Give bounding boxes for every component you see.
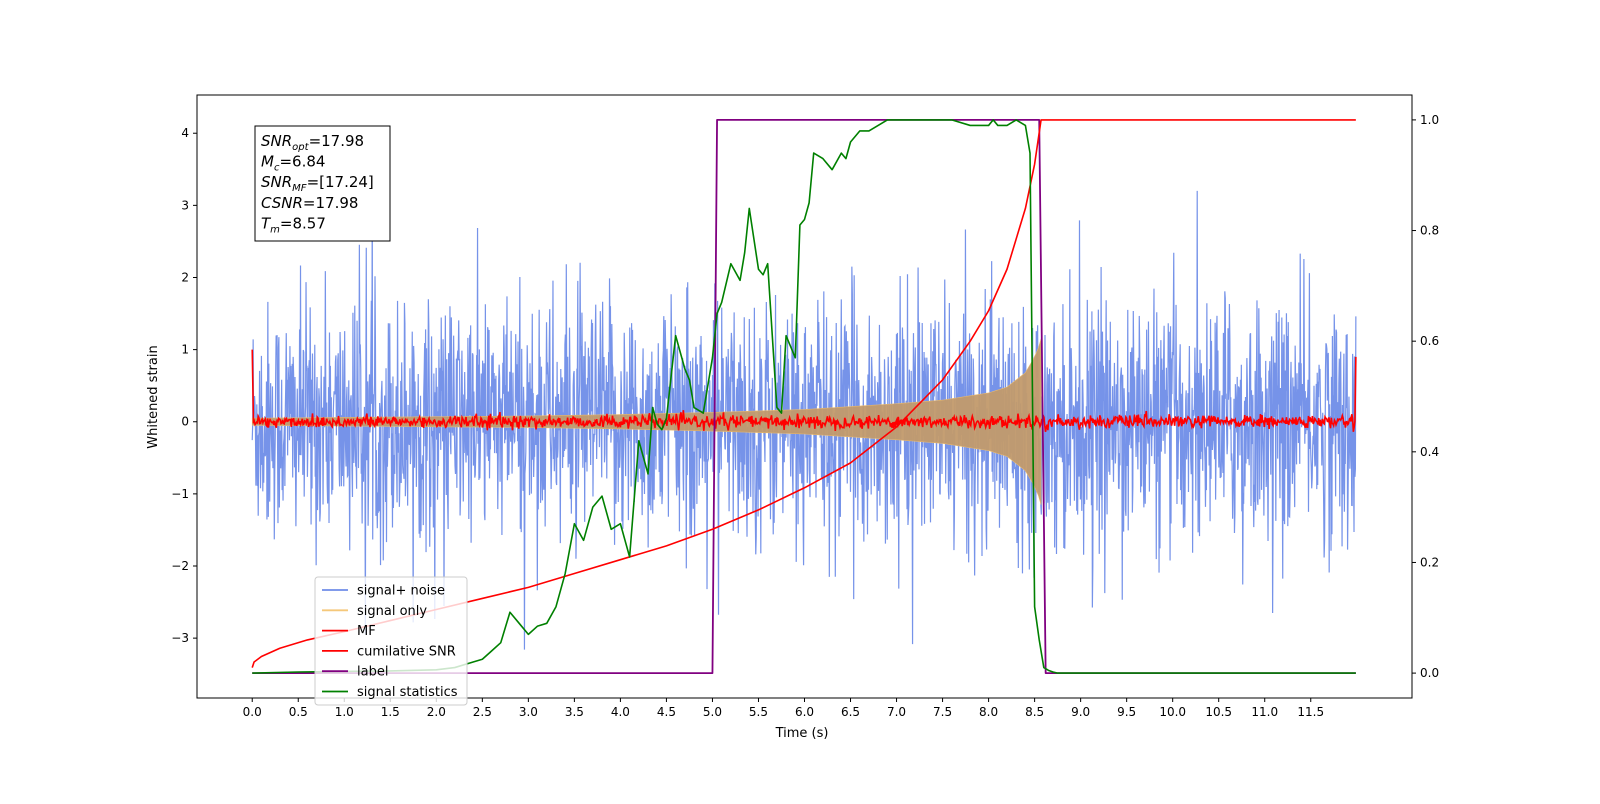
annotation-value: =8.57 (280, 214, 326, 232)
annotation-value: =17.98 (303, 194, 359, 212)
x-tick-label: 3.5 (565, 705, 584, 719)
annotation-subscript: opt (292, 142, 309, 153)
x-tick-label: 10.5 (1205, 705, 1232, 719)
plot-data-layer (251, 118, 1357, 675)
x-tick-label: 1.0 (335, 705, 354, 719)
x-tick-label: 8.0 (979, 705, 998, 719)
x-tick-label: 0.5 (289, 705, 308, 719)
y-tick-label: −3 (171, 631, 189, 645)
y-tick-label: 3 (181, 198, 189, 212)
annotation-subscript: c (274, 163, 280, 174)
x-tick-label: 9.5 (1117, 705, 1136, 719)
x-tick-label: 4.0 (611, 705, 630, 719)
y2-tick-label: 0.4 (1420, 445, 1439, 459)
annotation-line: CSNR=17.98 (261, 194, 358, 212)
x-tick-label: 7.0 (887, 705, 906, 719)
x-tick-label: 5.0 (703, 705, 722, 719)
annotation-value: =6.84 (279, 153, 325, 171)
annotation-frame (254, 125, 391, 242)
legend: signal+ noise signal only MF cumilative SNR… (314, 576, 468, 706)
legend-label: MF (357, 624, 376, 639)
legend-frame (314, 576, 468, 706)
x-tick-label: 5.5 (749, 705, 768, 719)
x-tick-label: 6.0 (795, 705, 814, 719)
annotation-symbol: T (261, 214, 272, 232)
legend-label: signal+ noise (357, 584, 445, 599)
legend-label: signal statistics (357, 685, 458, 700)
x-tick-label: 1.5 (381, 705, 400, 719)
x-axis-label: Time (s) (775, 726, 829, 741)
y2-tick-label: 0.2 (1420, 555, 1439, 569)
x-tick-label: 10.0 (1159, 705, 1186, 719)
annotation-symbol: SNR (261, 132, 292, 150)
x-tick-label: 11.5 (1297, 705, 1324, 719)
annotation-value: =[17.24] (307, 173, 374, 191)
annotation-line: Tm=8.57 (261, 214, 326, 235)
annotation-symbol: M (261, 153, 274, 171)
y-tick-label: 1 (181, 343, 189, 357)
y-tick-label: −2 (171, 559, 189, 573)
y2-tick-label: 0.6 (1420, 334, 1439, 348)
x-tick-label: 11.0 (1251, 705, 1278, 719)
annotation-line: Mc=6.84 (261, 153, 325, 174)
y-tick-label: 0 (181, 415, 189, 429)
y-axis-label: Whitened strain (146, 345, 161, 448)
y2-tick-label: 1.0 (1420, 113, 1439, 127)
x-tick-label: 7.5 (933, 705, 952, 719)
x-tick-label: 8.5 (1025, 705, 1044, 719)
signal-statistics-line (252, 119, 1356, 674)
y2-tick-label: 0.8 (1420, 224, 1439, 238)
y-tick-label: 4 (181, 126, 189, 140)
x-tick-label: 9.0 (1071, 705, 1090, 719)
mf-line (251, 349, 1357, 432)
annotation-subscript: m (270, 224, 280, 235)
annotation-symbol: SNR (261, 173, 292, 191)
x-tick-label: 2.0 (427, 705, 446, 719)
annotation-box: SNRopt=17.98Mc=6.84SNRMF=[17.24]CSNR=17.… (254, 125, 391, 242)
y-axis-left: −3 −2 −1 0 1 2 3 4 (171, 126, 197, 645)
x-tick-label: 3.0 (519, 705, 538, 719)
annotation-subscript: MF (292, 183, 307, 194)
x-tick-label: 4.5 (657, 705, 676, 719)
x-tick-label: 0.0 (243, 705, 262, 719)
annotation-value: =17.98 (309, 132, 365, 150)
x-tick-label: 2.5 (473, 705, 492, 719)
y-axis-right: 0.0 0.2 0.4 0.6 0.8 1.0 (1412, 113, 1439, 680)
legend-label: signal only (357, 604, 427, 619)
y-tick-label: −1 (171, 487, 189, 501)
x-axis: 0.0 0.5 1.0 1.5 2.0 2.5 3.0 3.5 4.0 4.5 5.0 5.5 6.0 6… (243, 698, 1324, 719)
annotation-symbol: CSNR (261, 194, 303, 212)
annotation-line: SNRopt=17.98 (261, 132, 364, 153)
legend-label: cumilative SNR (357, 644, 456, 659)
x-tick-label: 6.5 (841, 705, 860, 719)
annotation-line: SNRMF=[17.24] (261, 173, 374, 194)
legend-label: label (357, 665, 388, 680)
y-tick-label: 2 (181, 270, 189, 284)
y2-tick-label: 0.0 (1420, 666, 1439, 680)
